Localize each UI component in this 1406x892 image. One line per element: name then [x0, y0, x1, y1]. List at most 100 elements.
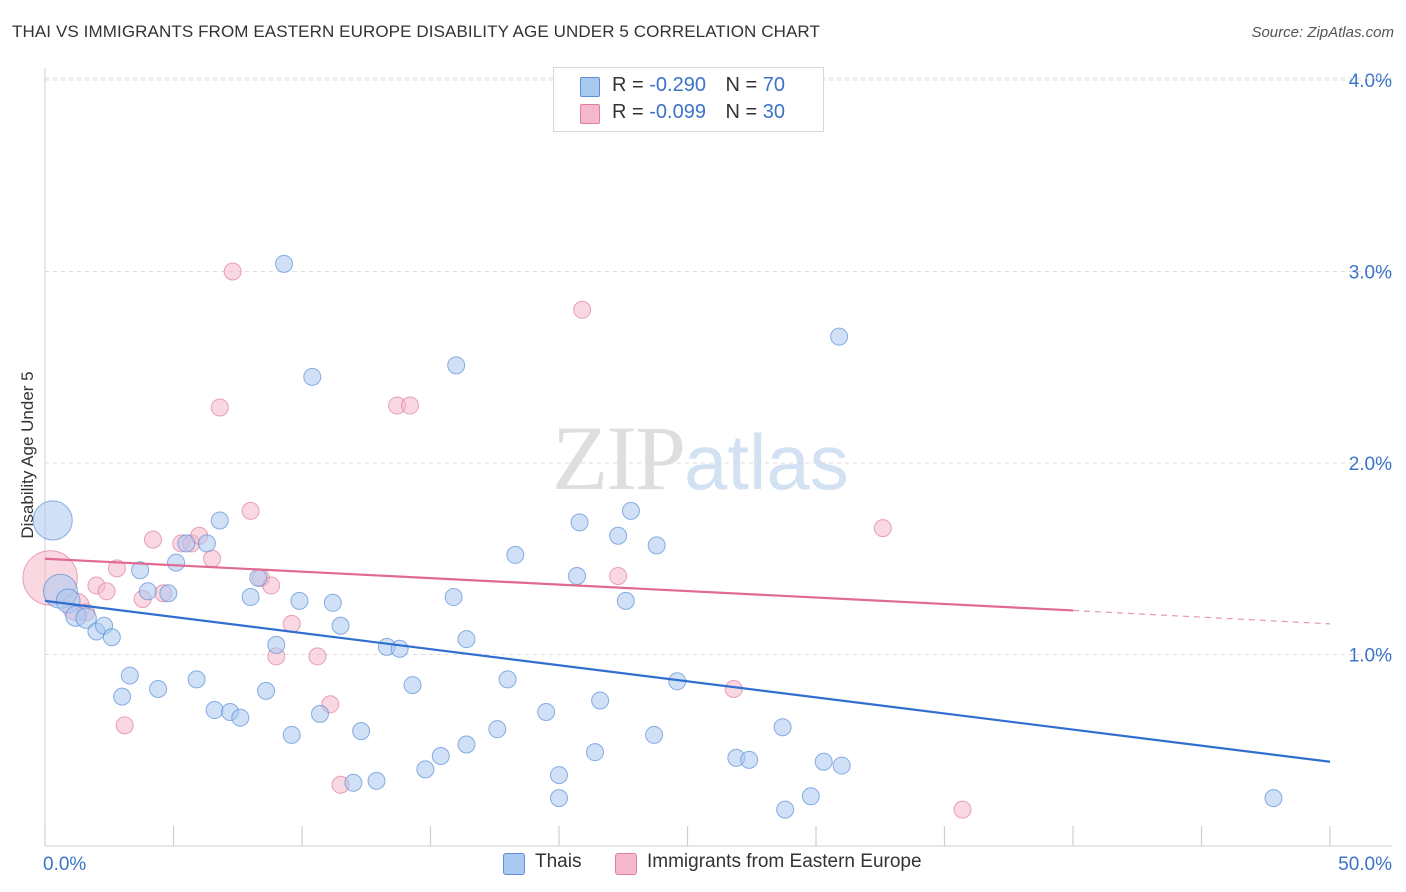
- y-tick-label: 3.0%: [1349, 263, 1392, 284]
- thais-point: [75, 607, 97, 629]
- thais-point: [159, 584, 178, 603]
- thais-point: [32, 500, 73, 541]
- thais-point: [149, 679, 168, 698]
- eastern-europe-point: [873, 519, 892, 538]
- eastern-europe-point: [210, 398, 229, 417]
- eastern-europe-point: [953, 800, 972, 819]
- thais-point: [609, 526, 628, 545]
- thais-point: [773, 718, 792, 737]
- thais-point: [290, 591, 309, 610]
- thais-point: [241, 588, 260, 607]
- thais-point: [120, 666, 139, 685]
- thais-point: [740, 750, 759, 769]
- eastern-europe-point: [724, 679, 743, 698]
- y-tick-label: 4.0%: [1349, 71, 1392, 92]
- eastern-europe-swatch: [580, 104, 600, 124]
- eastern-europe-point: [203, 549, 222, 568]
- thais-point: [344, 773, 363, 792]
- thais-point: [249, 568, 268, 587]
- thais-point: [282, 725, 301, 744]
- eastern-europe-point: [282, 614, 301, 633]
- thais-point: [830, 327, 849, 346]
- thais-point: [310, 704, 329, 723]
- thais-point: [591, 691, 610, 710]
- eastern-europe-point: [115, 716, 134, 735]
- eastern-europe-point: [97, 582, 116, 601]
- thais-point: [431, 746, 450, 765]
- thais-point: [447, 356, 466, 375]
- thais-point: [257, 681, 276, 700]
- thais-point: [102, 628, 121, 647]
- thais-point: [488, 720, 507, 739]
- thais-point: [550, 789, 568, 808]
- thais-point: [390, 639, 409, 658]
- thais-point: [403, 676, 422, 695]
- eastern-europe-n-value: 30: [762, 101, 786, 123]
- eastern-europe-r-value: -0.099: [649, 101, 706, 123]
- source-label: Source: ZipAtlas.com: [1251, 24, 1394, 41]
- thais-legend-swatch: [503, 853, 525, 875]
- thais-point: [177, 534, 196, 553]
- y-tick-label: 1.0%: [1349, 646, 1392, 667]
- eastern-europe-point: [223, 262, 242, 281]
- thais-point: [138, 582, 157, 601]
- thais-point: [621, 501, 640, 520]
- thais-point: [457, 735, 476, 754]
- thais-point: [331, 616, 350, 635]
- thais-point: [416, 760, 435, 779]
- thais-point: [323, 593, 342, 612]
- eastern-europe-point: [573, 300, 592, 319]
- thais-point: [275, 254, 294, 273]
- thais-trend-line: [44, 599, 1331, 763]
- eastern-europe-point: [400, 396, 419, 415]
- thais-point: [113, 687, 132, 706]
- thais-point: [814, 752, 833, 771]
- eastern-europe-point: [143, 530, 162, 549]
- thais-point: [537, 702, 556, 721]
- thais-point: [303, 367, 322, 386]
- x-tick-label-start: 0.0%: [43, 854, 86, 875]
- thais-point: [187, 670, 206, 689]
- thais-point: [1264, 789, 1283, 808]
- thais-point: [585, 743, 604, 762]
- eastern-europe-legend-swatch: [615, 853, 637, 875]
- thais-point: [197, 534, 216, 553]
- thais-point: [231, 708, 250, 727]
- thais-point: [167, 553, 186, 572]
- eastern-europe-point: [609, 566, 628, 585]
- y-tick-label: 2.0%: [1349, 454, 1392, 475]
- thais-point: [801, 787, 820, 806]
- thais-point: [776, 800, 795, 819]
- x-tick-label-end: 50.0%: [1338, 854, 1392, 875]
- thais-point: [210, 511, 229, 530]
- thais-point: [647, 536, 666, 555]
- watermark: ZIPatlas: [552, 407, 849, 509]
- thais-n-value: 70: [762, 74, 786, 96]
- thais-point: [832, 756, 851, 775]
- eastern-europe-trend-extension: [1072, 609, 1331, 625]
- thais-point: [570, 513, 589, 532]
- thais-point: [367, 771, 386, 790]
- thais-point: [444, 588, 463, 607]
- y-axis-label: Disability Age Under 5: [18, 371, 37, 539]
- eastern-europe-point: [107, 559, 126, 578]
- chart-title: THAI VS IMMIGRANTS FROM EASTERN EUROPE D…: [12, 22, 820, 41]
- thais-point: [616, 591, 635, 610]
- thais-swatch: [580, 77, 600, 97]
- eastern-europe-point: [308, 647, 327, 666]
- thais-point: [645, 725, 664, 744]
- thais-point: [550, 766, 568, 785]
- thais-point: [205, 701, 224, 720]
- thais-point: [267, 635, 286, 654]
- thais-r-value: -0.290: [649, 74, 706, 96]
- thais-point: [457, 630, 476, 649]
- thais-point: [352, 722, 371, 741]
- thais-point: [506, 545, 525, 564]
- eastern-europe-point: [241, 501, 260, 520]
- thais-point: [498, 670, 517, 689]
- thais-point: [131, 561, 150, 580]
- eastern-europe-trend-line: [44, 557, 1074, 612]
- correlation-legend: R = -0.290 N = 70 R = -0.099 N = 30: [553, 67, 824, 132]
- thais-point: [567, 566, 586, 585]
